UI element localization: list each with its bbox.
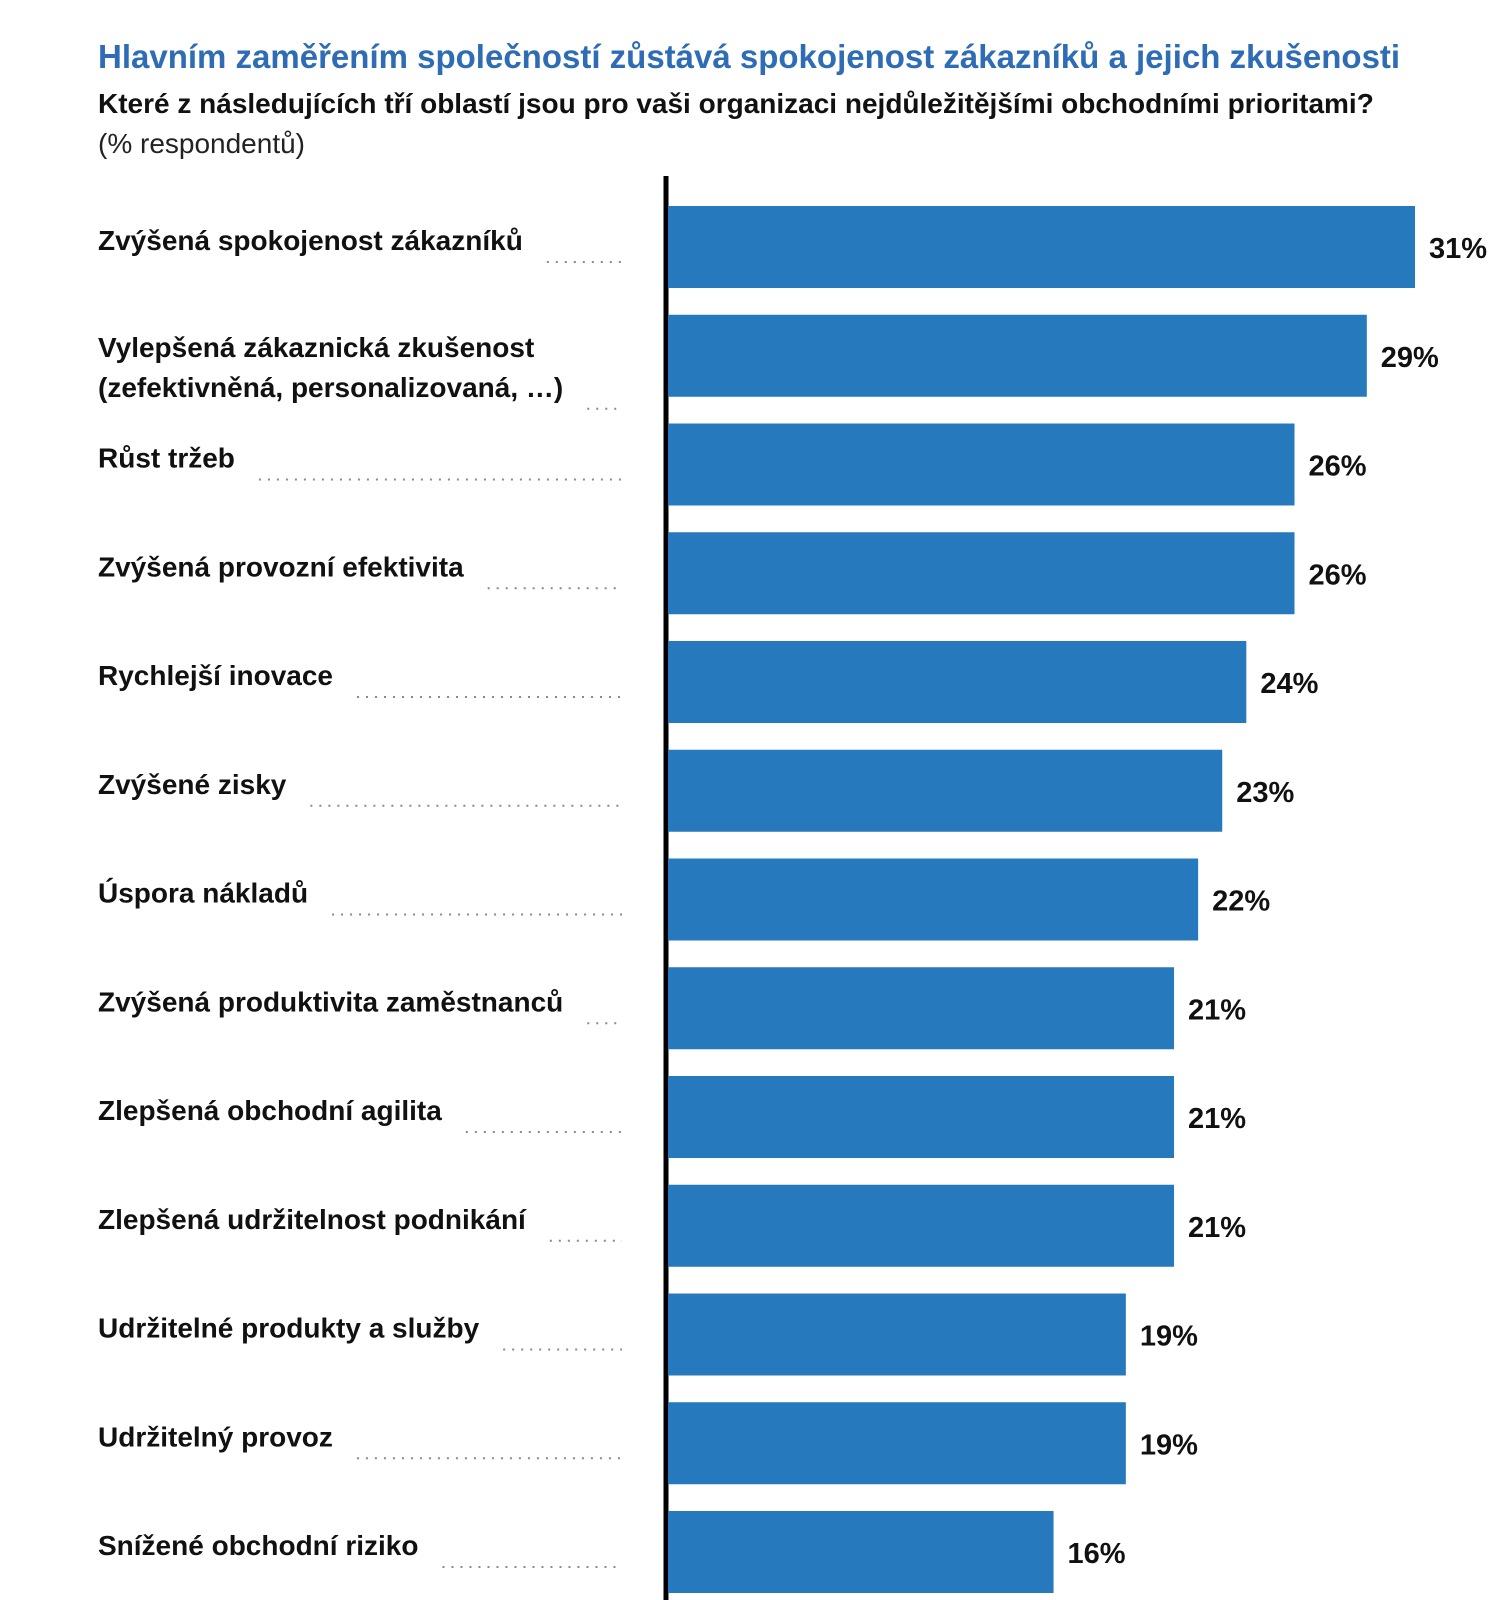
chart-unit-note: (% respondentů) <box>98 128 306 159</box>
value-label: 21% <box>1188 994 1246 1026</box>
value-label: 19% <box>1140 1429 1198 1461</box>
bar-group: 26% Růst tržeb <box>98 423 1367 506</box>
bar <box>668 206 1415 288</box>
bar <box>668 314 1367 397</box>
category-label: Zvýšené zisky <box>98 769 287 800</box>
chart-subtitle: Které z následujících tří oblastí jsou p… <box>98 88 1374 119</box>
bar-group: 19% Udržitelný provoz <box>98 1402 1198 1485</box>
bar <box>668 1402 1126 1485</box>
bar-group: 19% Udržitelné produkty a služby <box>98 1293 1198 1376</box>
value-label: 23% <box>1236 777 1294 809</box>
category-label: (zefektivněná, personalizovaná, …) <box>98 372 563 403</box>
bar-group: 31% Zvýšená spokojenost zákazníků <box>98 206 1487 288</box>
bar-group: 22% Úspora nákladů <box>98 858 1270 941</box>
bar <box>668 967 1175 1050</box>
bar <box>668 1293 1126 1376</box>
category-label: Růst tržeb <box>98 443 235 474</box>
bar <box>668 1184 1175 1267</box>
category-label: Úspora nákladů <box>98 878 308 909</box>
bar-group: 21% Zlepšená obchodní agilita <box>98 1076 1246 1158</box>
category-label: Zvýšená provozní efektivita <box>98 551 464 582</box>
value-label: 21% <box>1188 1212 1246 1244</box>
bar-group: 23% Zvýšené zisky <box>98 749 1294 832</box>
bar <box>668 749 1223 832</box>
bar-group: 29% Vylepšená zákaznická zkušenost (zefekt… <box>98 314 1439 403</box>
bar <box>668 423 1295 506</box>
value-label: 26% <box>1309 451 1367 483</box>
category-label: Zlepšená udržitelnost podnikání <box>98 1204 527 1235</box>
bar-group: 26% Zvýšená provozní efektivita <box>98 532 1367 615</box>
category-label: Udržitelný provoz <box>98 1421 333 1452</box>
bar-group: 24% Rychlejší inovace <box>98 641 1319 723</box>
bar <box>668 641 1247 723</box>
chart-title: Hlavním zaměřením společností zůstává sp… <box>98 38 1401 75</box>
value-label: 22% <box>1212 886 1270 918</box>
value-label: 29% <box>1381 342 1439 374</box>
category-label: Zlepšená obchodní agilita <box>98 1095 442 1126</box>
category-label: Snížené obchodní riziko <box>98 1530 418 1561</box>
value-label: 24% <box>1260 668 1318 700</box>
category-label: Zvýšená spokojenost zákazníků <box>98 225 523 256</box>
bar-group: 21% Zlepšená udržitelnost podnikání <box>98 1184 1246 1267</box>
value-label: 26% <box>1309 559 1367 591</box>
bar <box>668 858 1199 941</box>
category-label: Vylepšená zákaznická zkušenost <box>98 332 534 363</box>
category-label: Rychlejší inovace <box>98 660 333 691</box>
category-label: Udržitelné produkty a služby <box>98 1313 480 1344</box>
category-label: Zvýšená produktivita zaměstnanců <box>98 986 563 1017</box>
bar <box>668 532 1295 615</box>
value-label: 31% <box>1429 233 1487 265</box>
value-label: 16% <box>1068 1538 1126 1570</box>
value-label: 21% <box>1188 1103 1246 1135</box>
bar <box>668 1511 1054 1593</box>
bar <box>668 1076 1175 1158</box>
value-label: 19% <box>1140 1321 1198 1353</box>
bar-group: 16% Snížené obchodní riziko <box>98 1511 1126 1593</box>
bar-group: 21% Zvýšená produktivita zaměstnanců <box>98 967 1246 1050</box>
